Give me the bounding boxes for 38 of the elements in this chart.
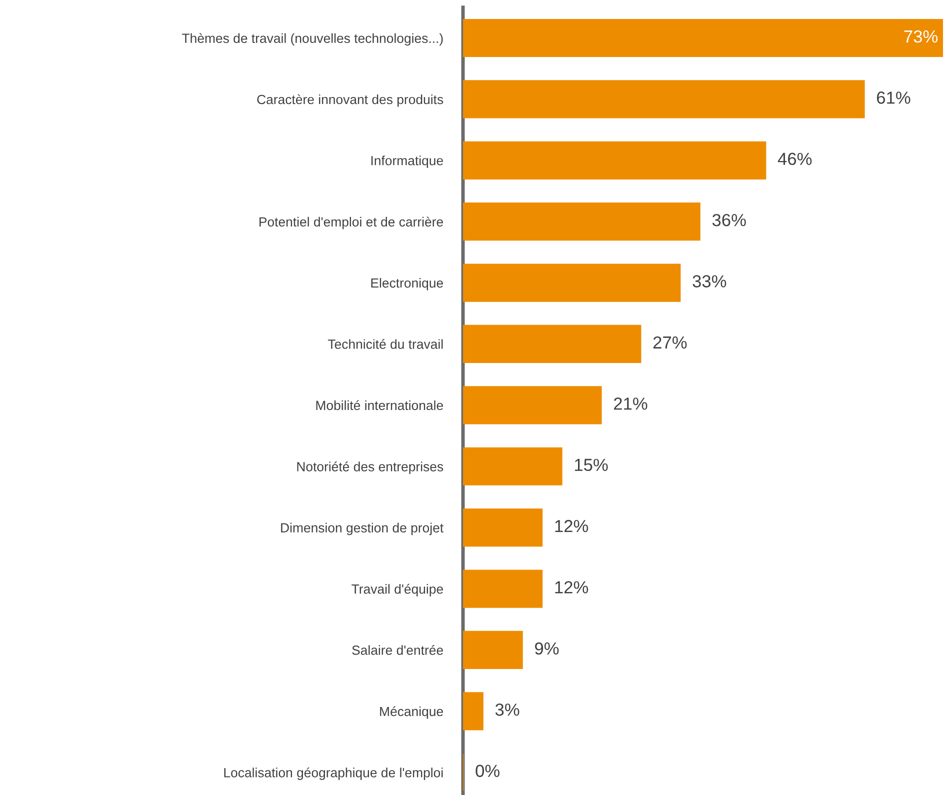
bar: [463, 630, 523, 670]
bar: [463, 692, 484, 730]
data-label: 36%: [712, 214, 746, 226]
bar: [463, 141, 766, 180]
y-tick-label: Dimension gestion de projet: [281, 522, 444, 536]
data-label: 46%: [778, 152, 812, 166]
data-label: 0%: [476, 764, 500, 778]
y-tick-label: Travail d'équipe: [352, 584, 443, 596]
bar: [463, 18, 943, 58]
bar: [463, 508, 543, 547]
y-tick-label: Notoriété des entreprises: [297, 462, 444, 474]
data-label: 12%: [555, 520, 588, 532]
data-label: 15%: [574, 458, 608, 472]
bar: [463, 324, 642, 364]
data-label: 61%: [877, 92, 910, 104]
y-tick-label: Mécanique: [380, 706, 443, 719]
data-label: 21%: [614, 398, 648, 410]
data-label: 12%: [555, 581, 588, 594]
y-tick-label: Potentiel d'emploi et de carrière: [260, 216, 443, 230]
y-tick-label: Localisation géographique de l'emploi: [224, 768, 443, 780]
data-label: 27%: [653, 336, 687, 349]
bar: [463, 264, 681, 302]
data-label: 9%: [535, 642, 559, 655]
y-tick-label: Mobilité internationale: [316, 400, 443, 410]
bar: [463, 80, 865, 118]
y-tick-label: Electronique: [371, 278, 443, 290]
bar: [463, 447, 562, 486]
data-label: 3%: [495, 704, 520, 716]
bar: [463, 202, 700, 241]
y-tick-label: Technicité du travail: [328, 339, 443, 349]
bar: [463, 386, 602, 424]
data-label: 73%: [904, 30, 938, 43]
y-tick-label: Thèmes de travail (nouvelles technologies...): [182, 33, 443, 46]
data-label: 33%: [692, 275, 726, 288]
y-tick-label: Salaire d'entrée: [352, 645, 443, 655]
bar: [463, 570, 543, 608]
y-tick-label: Caractère innovant des produits: [257, 94, 444, 107]
y-tick-label: Informatique: [371, 156, 443, 168]
